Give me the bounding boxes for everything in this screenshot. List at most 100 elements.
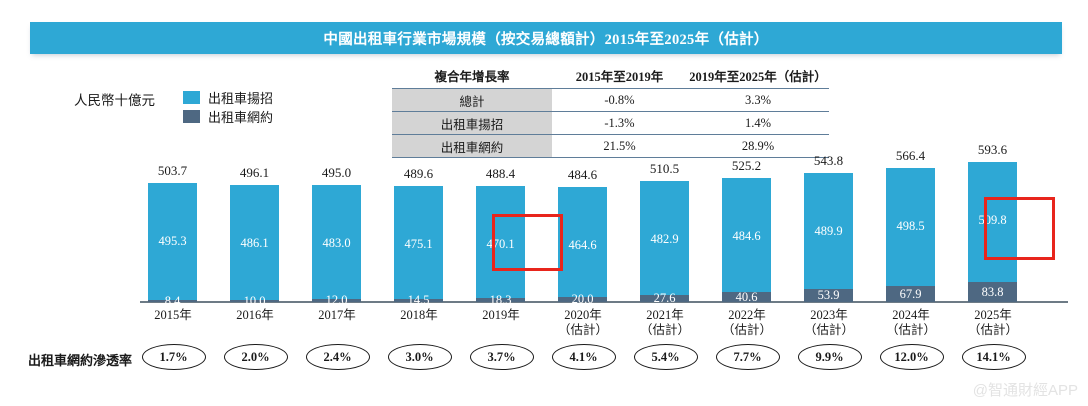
bar-total-label: 543.8 xyxy=(813,153,844,169)
cagr-row-label-total: 總計 xyxy=(392,88,552,112)
bar-segment-label-online: 67.9 xyxy=(899,286,922,301)
table-row: 出租車網約 21.5% 28.9% xyxy=(392,134,829,158)
bar-total-label: 484.6 xyxy=(567,167,598,183)
legend-label-hailing: 出租車揚招 xyxy=(208,91,274,106)
bar-segment-label-online: 40.6 xyxy=(735,289,758,304)
x-tick-year: 2019年 xyxy=(482,308,520,322)
legend-swatch-online xyxy=(183,110,200,123)
x-tick-year: 2016年 xyxy=(236,308,274,322)
x-tick-year: 2022年 xyxy=(728,308,766,322)
bar-total-label: 593.6 xyxy=(977,141,1008,157)
x-tick-estimate: （估計） xyxy=(803,323,854,337)
penetration-pill-2: 2.4% xyxy=(305,344,370,370)
bar-segment-hailing: 470.1 xyxy=(476,186,525,298)
bar-segment-label-hailing: 486.1 xyxy=(240,235,269,250)
legend-label-online: 出租車網約 xyxy=(208,110,274,125)
bar-total-label: 566.4 xyxy=(895,147,926,163)
cagr-table-header-row: 複合年增長率 2015年至2019年 2019年至2025年（估計） xyxy=(392,64,829,89)
x-tick-year: 2015年 xyxy=(154,308,192,322)
bar-total-label: 503.7 xyxy=(157,162,188,178)
cagr-total-period-2: 3.3% xyxy=(744,92,772,107)
cagr-hailing-period-1: -1.3% xyxy=(604,115,635,130)
penetration-pill-3: 3.0% xyxy=(387,344,452,370)
bar-segment-online: 83.8 xyxy=(968,282,1017,302)
bar-segment-label-hailing: 498.5 xyxy=(896,218,925,233)
penetration-pill-8: 9.9% xyxy=(797,344,862,370)
bar-group: 489.6 475.1 14.5 xyxy=(394,166,443,306)
bar-segment-hailing: 475.1 xyxy=(394,186,443,299)
x-tick-1: 2016年 xyxy=(214,308,296,323)
cagr-header-period-1: 2015年至2019年 xyxy=(575,69,664,84)
bar-segment-online: 8.4 xyxy=(148,295,197,307)
cagr-total-period-1: -0.8% xyxy=(604,92,635,107)
bar-segment-hailing: 489.9 xyxy=(804,173,853,290)
bar-group: 488.4 470.1 18.3 xyxy=(476,166,525,306)
bar-segment-label-online: 83.8 xyxy=(981,284,1004,299)
x-tick-4: 2019年 xyxy=(460,308,542,323)
bar-segment-online: 20.0 xyxy=(558,293,607,305)
x-tick-0: 2015年 xyxy=(132,308,214,323)
cagr-hailing-period-2: 1.4% xyxy=(744,115,772,130)
penetration-pill-5: 4.1% xyxy=(551,344,616,370)
x-tick-estimate: （估計） xyxy=(557,323,608,337)
bar-segment-label-online: 27.6 xyxy=(653,291,676,306)
bar-segment-hailing: 509.8 xyxy=(968,161,1017,283)
x-tick-9: 2024年 （估計） xyxy=(870,308,952,338)
bar-segment-hailing: 484.6 xyxy=(722,177,771,293)
bar-total-label: 495.0 xyxy=(321,164,352,180)
bar-group: 495.0 483.0 12.0 xyxy=(312,165,361,306)
chart-baseline-axis xyxy=(140,301,1068,303)
penetration-pill-0: 1.7% xyxy=(141,344,206,370)
cagr-online-period-2: 28.9% xyxy=(741,138,775,153)
x-tick-year: 2017年 xyxy=(318,308,356,322)
cagr-row-label-online: 出租車網約 xyxy=(392,134,552,158)
bar-segment-label-online: 20.0 xyxy=(571,292,594,307)
chart-legend: 出租車揚招 出租車網約 xyxy=(183,88,273,126)
legend-item-online: 出租車網約 xyxy=(183,107,273,126)
bar-segment-label-online: 8.4 xyxy=(164,293,181,308)
bar-segment-online: 14.5 xyxy=(394,294,443,306)
bar-segment-online: 27.6 xyxy=(640,291,689,306)
bar-group: 484.6 464.6 20.0 xyxy=(558,167,607,305)
red-highlight-2019 xyxy=(492,214,563,271)
x-tick-estimate: （估計） xyxy=(885,323,936,337)
table-row: 總計 -0.8% 3.3% xyxy=(392,88,829,112)
cagr-header-period-2: 2019年至2025年（估計） xyxy=(689,69,827,84)
bar-segment-online: 18.3 xyxy=(476,294,525,306)
bar-segment-label-hailing: 484.6 xyxy=(732,228,761,243)
x-tick-2: 2017年 xyxy=(296,308,378,323)
bar-segment-label-hailing: 482.9 xyxy=(650,232,679,247)
bar-segment-label-online: 12.0 xyxy=(325,293,348,308)
bar-segment-label-online: 18.3 xyxy=(489,292,512,307)
bar-segment-label-online: 10.0 xyxy=(243,293,266,308)
penetration-rate-row: 1.7% 2.0% 2.4% 3.0% 3.7% 4.1% 5.4% 7.7% 9.9% 12.0… xyxy=(141,344,1068,370)
penetration-pill-1: 2.0% xyxy=(223,344,288,370)
bar-segment-online: 53.9 xyxy=(804,289,853,302)
bar-segment-online: 10.0 xyxy=(230,295,279,307)
x-tick-3: 2018年 xyxy=(378,308,460,323)
bar-group: 503.7 495.3 8.4 xyxy=(148,163,197,307)
x-tick-year: 2021年 xyxy=(646,308,684,322)
bar-segment-label-hailing: 483.0 xyxy=(322,235,351,250)
cagr-online-period-1: 21.5% xyxy=(603,138,636,153)
penetration-row-label: 出租車網約滲透率 xyxy=(28,353,133,368)
x-tick-year: 2020年 xyxy=(564,308,602,322)
bar-group: 496.1 486.1 10.0 xyxy=(230,165,279,307)
cagr-header-metric: 複合年增長率 xyxy=(434,69,510,84)
x-tick-year: 2023年 xyxy=(810,308,848,322)
bar-total-label: 525.2 xyxy=(731,157,762,173)
bar-group: 525.2 484.6 40.6 xyxy=(722,158,771,304)
bar-group: 510.5 482.9 27.6 xyxy=(640,161,689,306)
x-tick-7: 2022年 （估計） xyxy=(706,308,788,338)
x-tick-8: 2023年 （估計） xyxy=(788,308,870,338)
bar-segment-hailing: 498.5 xyxy=(886,167,935,286)
cagr-row-label-hailing: 出租車揚招 xyxy=(392,111,552,135)
bar-total-label: 489.6 xyxy=(403,166,434,182)
bar-group: 566.4 498.5 67.9 xyxy=(886,148,935,302)
header-banner: 中國出租車行業市場規模（按交易總額計）2015年至2025年（估計） xyxy=(30,22,1062,54)
bar-segment-hailing: 464.6 xyxy=(558,187,607,298)
cagr-table: 複合年增長率 2015年至2019年 2019年至2025年（估計） 總計 -0… xyxy=(392,64,829,158)
legend-swatch-hailing xyxy=(183,91,200,104)
bar-segment-label-hailing: 475.1 xyxy=(404,237,433,252)
x-tick-year: 2025年 xyxy=(974,308,1012,322)
